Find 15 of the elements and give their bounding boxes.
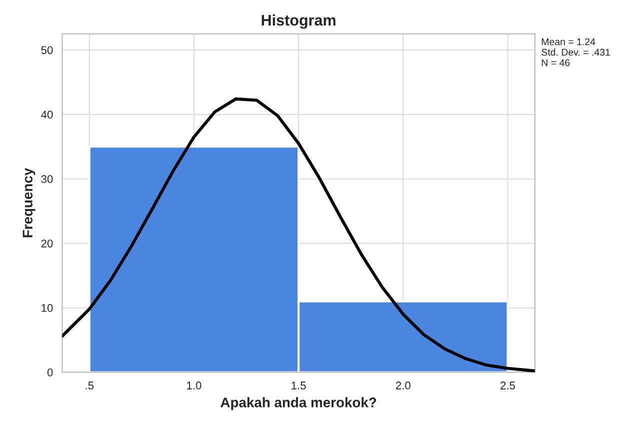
x-tick-label: 1.0	[187, 382, 202, 390]
y-tick-label: 40	[41, 110, 53, 119]
x-tick-label: 2.0	[396, 382, 410, 390]
y-tick-label: 50	[41, 46, 53, 54]
x-tick-label: .5	[86, 382, 94, 390]
y-tick-label: 10	[42, 304, 53, 312]
x-tick-label: 1.5	[292, 382, 306, 390]
x-axis-title: Apakah anda merokok?	[220, 397, 376, 410]
y-tick-label: 30	[41, 175, 53, 184]
y-tick-label: 0	[47, 368, 53, 376]
y-axis-title: Frequency	[22, 168, 36, 238]
x-tick-label: 2.5	[500, 382, 515, 390]
y-tick-label: 20	[41, 240, 53, 248]
chart-title: Histogram	[262, 14, 336, 29]
text: Mean = 1.24 Std. Dev. = .431 N = 46	[542, 38, 610, 66]
